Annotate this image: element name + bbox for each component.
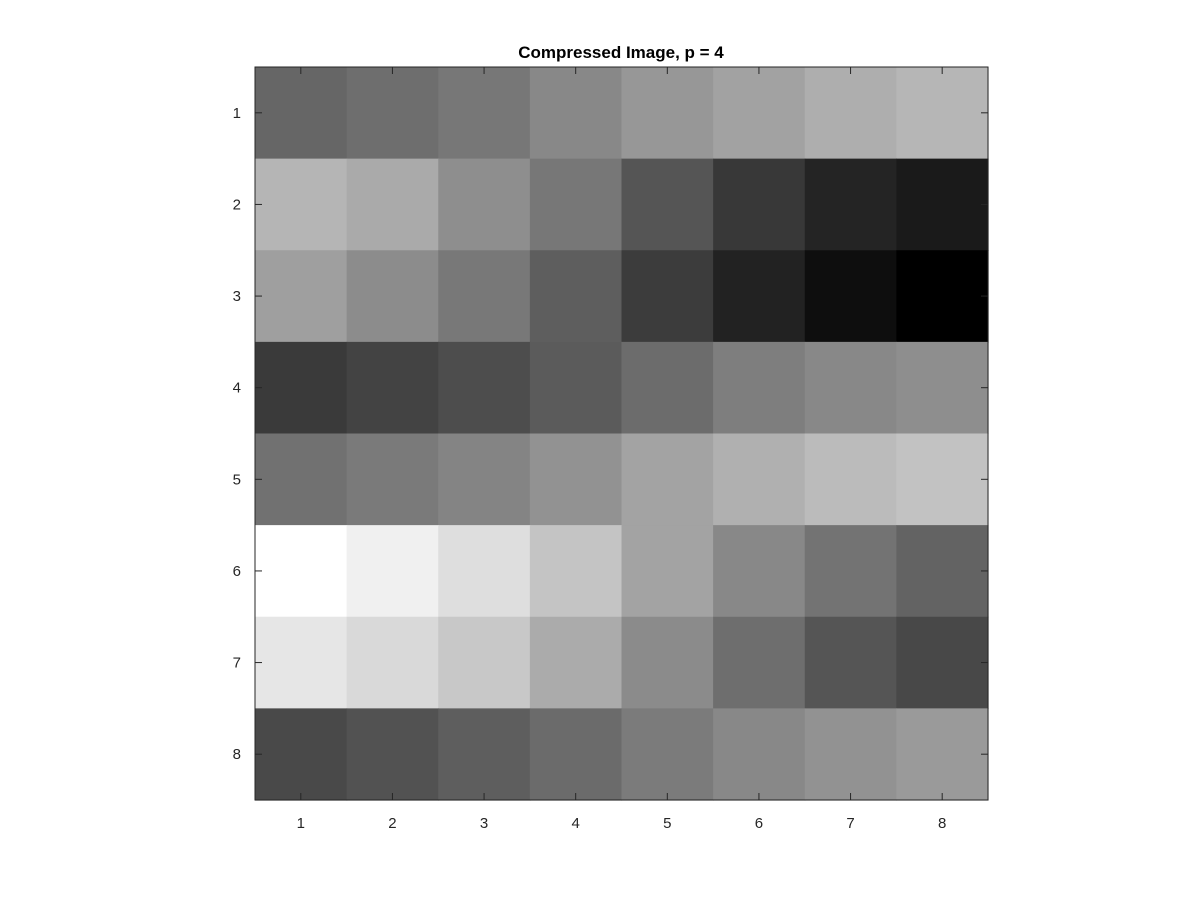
heatmap-cell-r8-c2: [346, 708, 439, 801]
heatmap-cell-r2-c2: [346, 158, 439, 251]
x-tick-label: 3: [480, 815, 488, 832]
heatmap-cell-r4-c4: [529, 341, 623, 435]
y-tick-label: 1: [233, 105, 241, 122]
x-tick-label: 5: [663, 815, 671, 832]
heatmap-cell-r2-c8: [896, 158, 989, 251]
heatmap-cell-r3-c3: [438, 250, 531, 343]
heatmap-cell-r2-c4: [529, 158, 623, 251]
heatmap-cell-r7-c4: [529, 616, 623, 709]
y-tick-label: 5: [233, 471, 241, 488]
heatmap-cell-r3-c5: [621, 250, 714, 343]
heatmap-cell-r6-c6: [713, 525, 806, 618]
heatmap-cell-r6-c1: [255, 525, 348, 618]
heatmap-cell-r8-c8: [896, 708, 989, 801]
heatmap-cell-r1-c2: [346, 67, 439, 160]
heatmap-cell-r1-c7: [804, 67, 897, 160]
heatmap-cell-r3-c2: [346, 250, 439, 343]
heatmap-cell-r2-c3: [438, 158, 531, 251]
y-tick-label: 8: [233, 746, 241, 763]
x-tick-label: 8: [938, 815, 946, 832]
heatmap-cell-r5-c8: [896, 433, 989, 526]
heatmap-cell-r2-c5: [621, 158, 714, 251]
heatmap-cell-r6-c8: [896, 525, 989, 618]
heatmap-cell-r4-c8: [896, 341, 989, 435]
y-tick-label: 7: [233, 655, 241, 672]
heatmap-cell-r2-c7: [804, 158, 897, 251]
heatmap-cell-r3-c1: [255, 250, 348, 343]
heatmap-cell-r5-c7: [804, 433, 897, 526]
heatmap-cell-r7-c5: [621, 616, 714, 709]
heatmap-cell-r6-c5: [621, 525, 714, 618]
heatmap-cell-r5-c2: [346, 433, 439, 526]
heatmap-cell-r4-c6: [713, 341, 806, 435]
heatmap-cell-r4-c5: [621, 341, 714, 435]
heatmap-cell-r8-c1: [255, 708, 348, 801]
heatmap-cell-r1-c3: [438, 67, 531, 160]
heatmap-cell-r3-c8: [896, 250, 989, 343]
heatmap-cell-r1-c5: [621, 67, 714, 160]
heatmap-cell-r6-c4: [529, 525, 623, 618]
x-tick-label: 7: [846, 815, 854, 832]
x-tick-label: 1: [297, 815, 305, 832]
y-tick-label: 6: [233, 563, 241, 580]
heatmap-cell-r8-c3: [438, 708, 531, 801]
axes: 1 2 3 4 5 6 7 8 1 2 3 4 5 6 7 8: [233, 66, 989, 832]
heatmap-cell-r1-c8: [896, 67, 989, 160]
heatmap-cell-r3-c7: [804, 250, 897, 343]
y-tick-label: 3: [233, 288, 241, 305]
heatmap-cell-r1-c6: [713, 67, 806, 160]
heatmap-cell-r6-c3: [438, 525, 531, 618]
axes-box: [254, 66, 989, 801]
heatmap-cell-r5-c5: [621, 433, 714, 526]
heatmap-cell-r8-c4: [529, 708, 623, 801]
heatmap-cell-r3-c6: [713, 250, 806, 343]
heatmap-cell-r7-c1: [255, 616, 348, 709]
heatmap-cell-r8-c7: [804, 708, 897, 801]
y-tick-label: 2: [233, 196, 241, 213]
heatmap-cell-r8-c5: [621, 708, 714, 801]
heatmap-cell-r7-c7: [804, 616, 897, 709]
heatmap-cell-r2-c1: [255, 158, 348, 251]
heatmap-cell-r6-c2: [346, 525, 439, 618]
heatmap-cell-r8-c6: [713, 708, 806, 801]
chart-title: Compressed Image, p = 4: [518, 43, 724, 62]
heatmap-cell-r4-c7: [804, 341, 897, 435]
heatmap-cell-r7-c2: [346, 616, 439, 709]
x-tick-label: 6: [755, 815, 763, 832]
heatmap-cell-r4-c2: [346, 341, 439, 435]
heatmap-cells: [255, 67, 989, 801]
heatmap-cell-r4-c3: [438, 341, 531, 435]
heatmap-cell-r5-c3: [438, 433, 531, 526]
heatmap-cell-r6-c7: [804, 525, 897, 618]
heatmap-cell-r4-c1: [255, 341, 348, 435]
y-tick-label: 4: [233, 380, 241, 397]
heatmap-cell-r7-c3: [438, 616, 531, 709]
heatmap-cell-r2-c6: [713, 158, 806, 251]
heatmap-cell-r5-c1: [255, 433, 348, 526]
heatmap-cell-r7-c6: [713, 616, 806, 709]
x-tick-label: 2: [388, 815, 396, 832]
x-tick-label: 4: [572, 815, 580, 832]
heatmap-cell-r3-c4: [529, 250, 623, 343]
heatmap-cell-r1-c1: [255, 67, 348, 160]
heatmap-cell-r1-c4: [529, 67, 623, 160]
heatmap-cell-r5-c6: [713, 433, 806, 526]
heatmap-cell-r7-c8: [896, 616, 989, 709]
heatmap-cell-r5-c4: [529, 433, 623, 526]
